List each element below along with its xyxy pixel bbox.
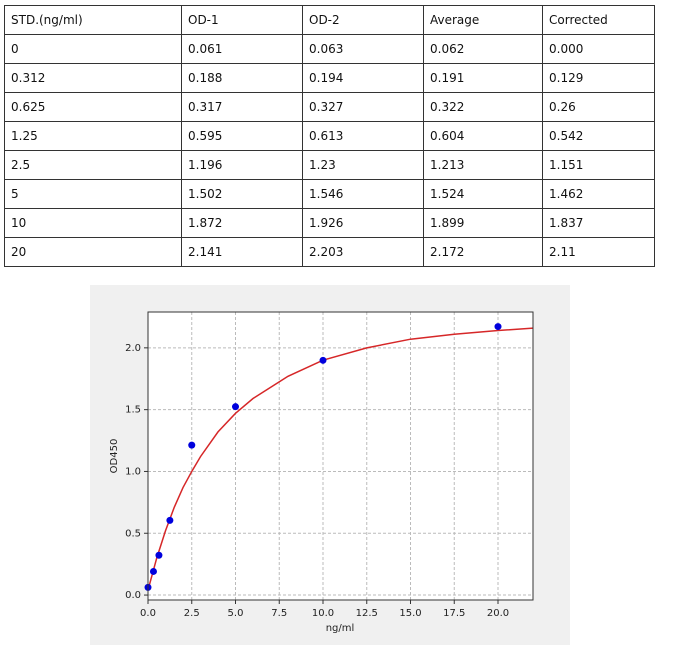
y-tick-label: 2.0 — [125, 343, 141, 354]
table-cell: Corrected — [542, 5, 655, 35]
table-cell: 1.926 — [302, 208, 424, 238]
x-tick-label: 5.0 — [228, 608, 244, 619]
table-cell: 1.524 — [423, 179, 543, 209]
table-row: 20 2.141 2.203 2.172 2.11 — [4, 237, 655, 267]
data-point — [494, 323, 502, 331]
data-point — [232, 403, 239, 411]
data-point — [319, 356, 327, 364]
x-tick-label: 7.5 — [271, 608, 287, 619]
header-row: STD.(ng/ml) OD-1 OD-2 Average Corrected — [4, 5, 655, 35]
table-cell: 1.213 — [423, 150, 543, 180]
table-cell: 2.11 — [542, 237, 655, 267]
x-axis-label: ng/ml — [326, 623, 355, 634]
x-tick-label: 17.5 — [443, 608, 465, 619]
x-tick-label: 20.0 — [487, 608, 509, 619]
y-tick-label: 0.5 — [125, 528, 141, 539]
table-cell: 2.203 — [302, 237, 424, 267]
table-cell: OD-1 — [181, 5, 303, 35]
table-cell: 0.061 — [181, 34, 303, 64]
table-row: 5 1.502 1.546 1.524 1.462 — [4, 179, 655, 209]
fit-curve — [147, 327, 534, 591]
data-point — [155, 551, 163, 559]
x-tick-label: 12.5 — [356, 608, 378, 619]
y-tick-label: 0.0 — [125, 590, 141, 601]
table-cell: 20 — [4, 237, 182, 267]
y-axis-label: OD450 — [109, 439, 120, 474]
table-cell: 2.141 — [181, 237, 303, 267]
y-tick-label: 1.0 — [125, 466, 141, 477]
table-cell: 0.322 — [423, 92, 543, 122]
x-tick-label: 15.0 — [399, 608, 421, 619]
table-cell: 5 — [4, 179, 182, 209]
plot-area — [148, 312, 533, 600]
table-row: 0 0.061 0.063 0.062 0.000 — [4, 34, 655, 64]
table-cell: STD.(ng/ml) — [4, 5, 182, 35]
data-point — [149, 567, 157, 575]
standard-table: STD.(ng/ml) OD-1 OD-2 Average Corrected 0 0.06… — [4, 5, 655, 267]
table-cell: 1.837 — [542, 208, 655, 238]
table-cell: 2.172 — [423, 237, 543, 267]
table-cell: 0.194 — [302, 63, 424, 93]
table-row: 10 1.872 1.926 1.899 1.837 — [4, 208, 655, 238]
table-cell: 0.327 — [302, 92, 424, 122]
table-cell: 1.151 — [542, 150, 655, 180]
table-cell: 0.604 — [423, 121, 543, 151]
table-row: 0.625 0.317 0.327 0.322 0.26 — [4, 92, 655, 122]
table-cell: 1.196 — [181, 150, 303, 180]
table-cell: 0.595 — [181, 121, 303, 151]
x-tick-label: 10.0 — [312, 608, 334, 619]
plot-frame — [147, 311, 534, 601]
y-tick-label: 1.5 — [125, 405, 141, 416]
table-cell: 0.625 — [4, 92, 182, 122]
x-tick-label: 2.5 — [184, 608, 200, 619]
table-cell: 0.191 — [423, 63, 543, 93]
table-cell: 0.063 — [302, 34, 424, 64]
x-tick-label: 0.0 — [140, 608, 156, 619]
data-point — [188, 441, 196, 449]
data-point — [166, 516, 174, 524]
table-cell: Average — [423, 5, 543, 35]
